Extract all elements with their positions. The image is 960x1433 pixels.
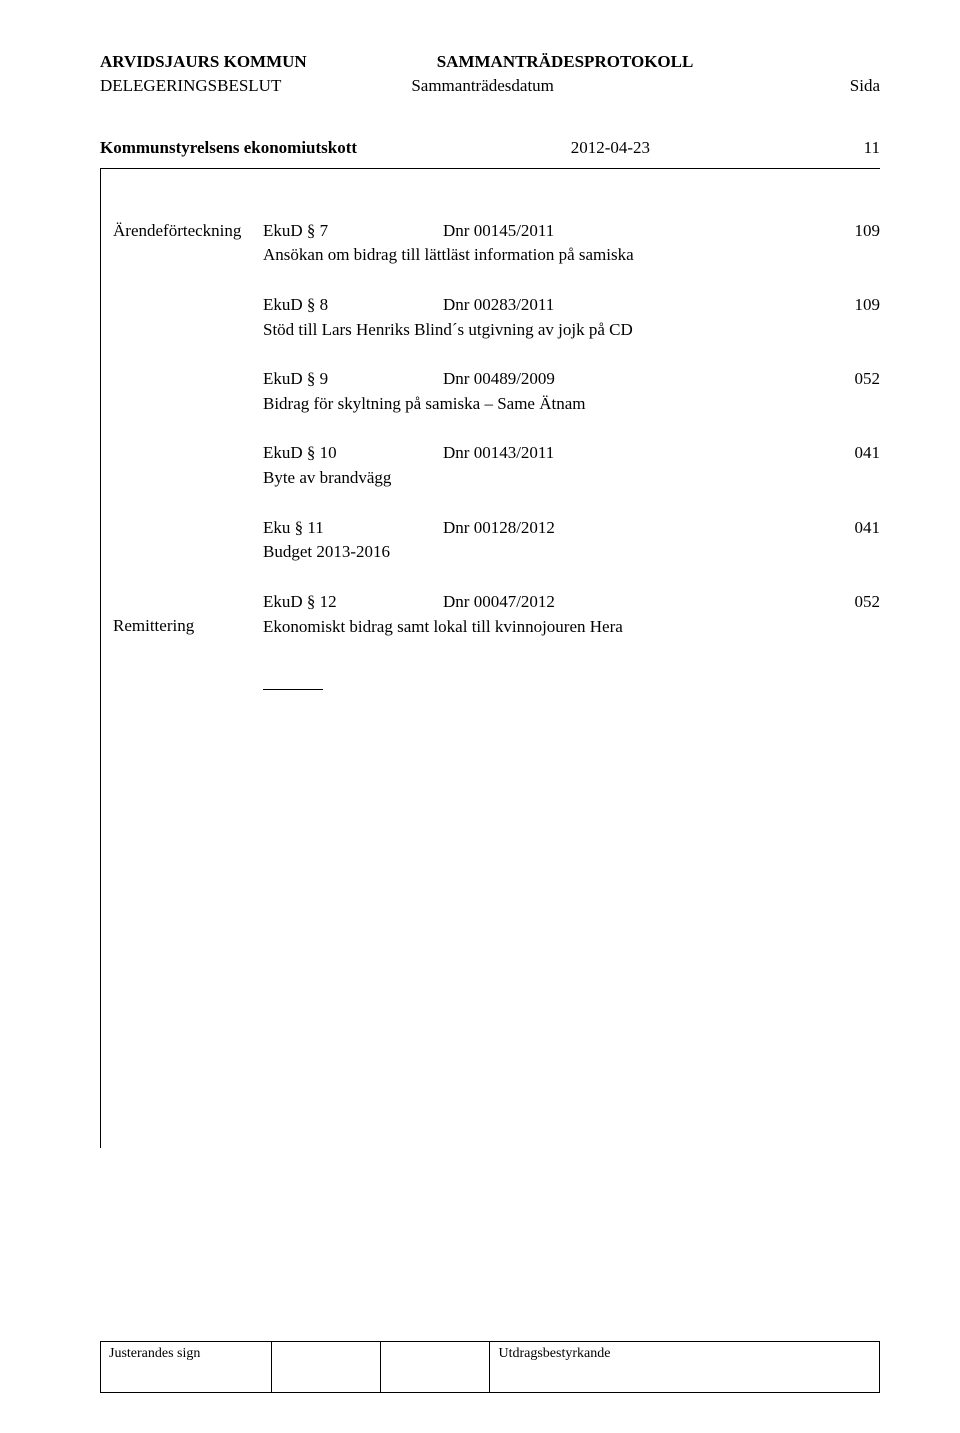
subheader-left: DELEGERINGSBESLUT	[100, 74, 281, 98]
item-id: EkuD § 8	[263, 293, 443, 318]
subheader-right: Sammanträdesdatum Sida	[411, 74, 880, 98]
item-id: EkuD § 10	[263, 441, 443, 466]
org-name: ARVIDSJAURS KOMMUN	[100, 52, 307, 71]
item-dnr: Dnr 00128/2012	[443, 516, 840, 541]
item-code: 041	[840, 441, 880, 466]
footer-utdrag: Utdragsbestyrkande	[490, 1342, 880, 1393]
agenda-item: EkuD § 12 Dnr 00047/2012 052 Ekonomiskt …	[263, 590, 880, 639]
item-code: 109	[840, 219, 880, 244]
content-row: Ärendeförteckning EkuD § 7 Dnr 00145/201…	[113, 219, 880, 590]
item-desc: Bidrag för skyltning på samiska – Same Ä…	[263, 392, 880, 417]
signature-line	[263, 659, 323, 690]
footer-table: Justerandes sign Utdragsbestyrkande	[100, 1341, 880, 1393]
page-label: Sida	[850, 74, 880, 98]
item-dnr: Dnr 00283/2011	[443, 293, 840, 318]
item-desc: Budget 2013-2016	[263, 540, 880, 565]
agenda-item: EkuD § 7 Dnr 00145/2011 109 Ansökan om b…	[263, 219, 880, 268]
doc-type: SAMMANTRÄDESPROTOKOLL	[437, 52, 694, 71]
meeting-date-label: Sammanträdesdatum	[411, 74, 554, 98]
header-row: ARVIDSJAURS KOMMUN SAMMANTRÄDESPROTOKOLL	[100, 50, 880, 74]
header-left: ARVIDSJAURS KOMMUN	[100, 50, 307, 74]
item-id: Eku § 11	[263, 516, 443, 541]
right-column: EkuD § 7 Dnr 00145/2011 109 Ansökan om b…	[263, 219, 880, 590]
delegation-label: DELEGERINGSBESLUT	[100, 76, 281, 95]
item-id: EkuD § 9	[263, 367, 443, 392]
agenda-item: EkuD § 8 Dnr 00283/2011 109 Stöd till La…	[263, 293, 880, 342]
item-desc: Byte av brandvägg	[263, 466, 880, 491]
header-right: SAMMANTRÄDESPROTOKOLL	[437, 50, 880, 74]
arende-label: Ärendeförteckning	[113, 219, 263, 244]
item-dnr: Dnr 00143/2011	[443, 441, 840, 466]
subheader-row: DELEGERINGSBESLUT Sammanträdesdatum Sida	[100, 74, 880, 98]
item-code: 052	[840, 367, 880, 392]
agenda-item: EkuD § 10 Dnr 00143/2011 041 Byte av bra…	[263, 441, 880, 490]
item-code: 041	[840, 516, 880, 541]
item-dnr: Dnr 00145/2011	[443, 219, 840, 244]
page: ARVIDSJAURS KOMMUN SAMMANTRÄDESPROTOKOLL…	[0, 0, 960, 1433]
agenda-item: EkuD § 9 Dnr 00489/2009 052 Bidrag för s…	[263, 367, 880, 416]
item-code: 109	[840, 293, 880, 318]
item-dnr: Dnr 00047/2012	[443, 590, 840, 615]
item-dnr: Dnr 00489/2009	[443, 367, 840, 392]
committee-name: Kommunstyrelsens ekonomiutskott	[100, 138, 357, 158]
remit-label: Remittering	[113, 614, 263, 639]
item-desc: Ansökan om bidrag till lättläst informat…	[263, 243, 880, 268]
committee-row: Kommunstyrelsens ekonomiutskott 2012-04-…	[100, 138, 880, 158]
left-column-remit: Remittering	[113, 590, 263, 639]
item-code: 052	[840, 590, 880, 615]
footer-empty-2	[381, 1342, 490, 1393]
right-column-remit: EkuD § 12 Dnr 00047/2012 052 Ekonomiskt …	[263, 590, 880, 639]
committee-date: 2012-04-23	[571, 138, 650, 158]
footer-justerandes: Justerandes sign	[101, 1342, 272, 1393]
footer-empty-1	[272, 1342, 381, 1393]
content-box: Ärendeförteckning EkuD § 7 Dnr 00145/201…	[100, 168, 880, 1148]
agenda-item: Eku § 11 Dnr 00128/2012 041 Budget 2013-…	[263, 516, 880, 565]
item-id: EkuD § 7	[263, 219, 443, 244]
committee-page: 11	[864, 138, 880, 158]
remit-row: Remittering EkuD § 12 Dnr 00047/2012 052…	[113, 590, 880, 639]
item-desc: Ekonomiskt bidrag samt lokal till kvinno…	[263, 615, 880, 640]
item-desc: Stöd till Lars Henriks Blind´s utgivning…	[263, 318, 880, 343]
item-id: EkuD § 12	[263, 590, 443, 615]
left-column: Ärendeförteckning	[113, 219, 263, 590]
footer: Justerandes sign Utdragsbestyrkande	[100, 1341, 880, 1393]
